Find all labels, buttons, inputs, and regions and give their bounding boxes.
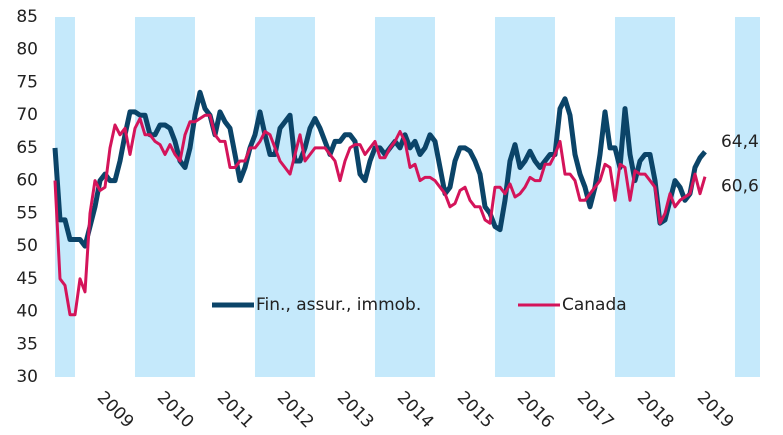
- x-tick-label: 2018: [633, 388, 678, 433]
- x-tick-label: 2019: [693, 388, 738, 433]
- year-band: [614, 17, 675, 377]
- y-tick-label: 75: [16, 72, 38, 92]
- y-tick-label: 30: [16, 367, 38, 387]
- y-tick-label: 35: [16, 334, 38, 354]
- year-band: [374, 17, 435, 377]
- year-band: [134, 17, 195, 377]
- year-band: [55, 17, 75, 377]
- x-tick-label: 2011: [213, 388, 258, 433]
- y-tick-label: 85: [16, 7, 38, 27]
- series-line: [53, 113, 707, 317]
- y-tick-label: 80: [16, 40, 38, 60]
- x-tick-label: 2009: [93, 388, 138, 433]
- end-label: 64,4: [721, 132, 759, 152]
- x-tick-label: 2015: [453, 388, 498, 433]
- end-label: 60,6: [721, 177, 759, 197]
- legend-label: Canada: [562, 295, 627, 315]
- x-tick-label: 2010: [153, 388, 198, 433]
- y-tick-label: 40: [16, 302, 38, 322]
- year-band: [734, 17, 760, 377]
- y-tick-label: 50: [16, 236, 38, 256]
- x-tick-label: 2012: [273, 388, 318, 433]
- x-tick-label: 2014: [393, 388, 438, 433]
- y-tick-label: 65: [16, 138, 38, 158]
- y-tick-label: 45: [16, 269, 38, 289]
- x-tick-label: 2016: [513, 388, 558, 433]
- legend-label: Fin., assur., immob.: [256, 295, 421, 315]
- y-tick-label: 60: [16, 171, 38, 191]
- year-band: [254, 17, 315, 377]
- x-tick-label: 2017: [573, 388, 618, 433]
- series-line: [52, 89, 707, 249]
- y-tick-label: 55: [16, 203, 38, 223]
- y-tick-label: 70: [16, 105, 38, 125]
- x-tick-label: 2013: [333, 388, 378, 433]
